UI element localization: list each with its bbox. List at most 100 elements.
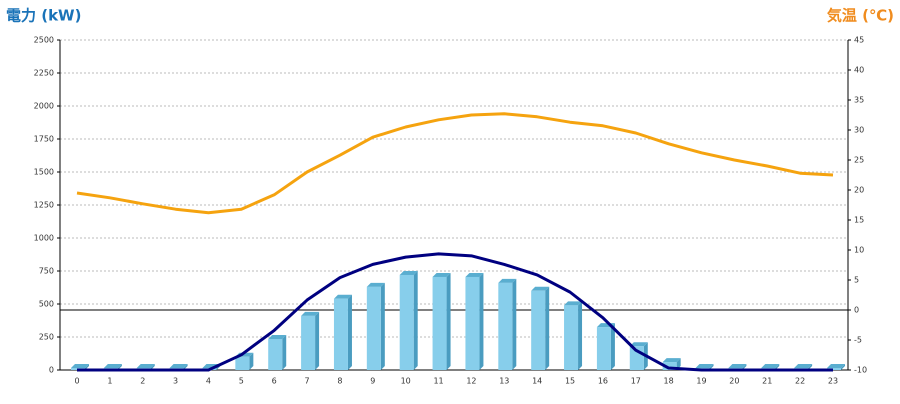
- y2-tick-label: 5: [854, 276, 859, 285]
- x-tick-label: 12: [466, 377, 476, 386]
- bar-top: [136, 364, 155, 369]
- bar-side: [249, 352, 254, 370]
- y2-tick-label: 20: [854, 186, 864, 195]
- bar-side: [841, 364, 845, 370]
- x-tick-label: 22: [795, 377, 805, 386]
- bar: [827, 368, 841, 370]
- y-tick-label: 250: [39, 333, 54, 342]
- x-tick-label: 13: [499, 377, 509, 386]
- x-tick-label: 18: [664, 377, 674, 386]
- bar-top: [268, 334, 287, 339]
- bar-top: [432, 272, 451, 277]
- x-tick-label: 1: [107, 377, 112, 386]
- bar: [235, 356, 250, 370]
- bar-side: [512, 278, 517, 370]
- y-tick-label: 1000: [34, 234, 54, 243]
- y-tick-label: 1500: [34, 168, 54, 177]
- bar-top: [827, 364, 845, 369]
- x-tick-label: 8: [337, 377, 342, 386]
- bar-side: [545, 286, 550, 370]
- bar: [531, 290, 546, 370]
- y2-tick-label: 0: [854, 306, 859, 315]
- bar-top: [169, 364, 188, 369]
- bar-side: [347, 294, 352, 370]
- y-tick-label: 2250: [34, 69, 54, 78]
- x-tick-label: 4: [206, 377, 211, 386]
- x-tick-label: 14: [532, 377, 542, 386]
- bar-top: [399, 270, 418, 275]
- y-tick-label: 750: [39, 267, 54, 276]
- x-tick-label: 7: [305, 377, 310, 386]
- y-tick-label: 2500: [34, 36, 54, 45]
- bar-top: [71, 364, 89, 369]
- y2-tick-label: -10: [854, 366, 867, 375]
- bar-top: [301, 311, 320, 316]
- x-tick-label: 3: [173, 377, 178, 386]
- y2-tick-label: 10: [854, 246, 864, 255]
- bar: [596, 327, 611, 370]
- bar: [498, 282, 513, 370]
- y2-tick-label: -5: [854, 336, 862, 345]
- bar: [564, 305, 579, 370]
- y-tick-label: 2000: [34, 102, 54, 111]
- y-tick-label: 500: [39, 300, 54, 309]
- bar-top: [794, 364, 813, 369]
- line: [76, 112, 834, 215]
- bar-top: [662, 358, 681, 363]
- bar-top: [564, 301, 583, 306]
- bar-side: [413, 270, 418, 370]
- x-tick-label: 20: [729, 377, 739, 386]
- bar: [268, 338, 283, 370]
- bar-side: [282, 334, 287, 370]
- bar: [333, 298, 348, 370]
- line: [77, 252, 833, 372]
- x-tick-label: 5: [239, 377, 244, 386]
- bar-top: [366, 282, 385, 287]
- x-tick-label: 16: [598, 377, 608, 386]
- bar-top: [103, 364, 122, 369]
- x-tick-label: 6: [272, 377, 277, 386]
- y2-tick-label: 15: [854, 216, 864, 225]
- x-tick-label: 21: [762, 377, 772, 386]
- bar-top: [498, 278, 517, 283]
- bar-side: [479, 272, 484, 370]
- bar-side: [380, 282, 385, 370]
- bar-top: [531, 286, 550, 291]
- bar-top: [465, 272, 484, 277]
- x-tick-label: 19: [696, 377, 706, 386]
- x-tick-label: 10: [401, 377, 411, 386]
- y-tick-label: 1250: [34, 201, 54, 210]
- x-tick-label: 0: [74, 377, 79, 386]
- y2-tick-label: 45: [854, 36, 864, 45]
- y2-tick-label: 35: [854, 96, 864, 105]
- bar-top: [333, 294, 352, 299]
- y2-tick-label: 30: [854, 126, 864, 135]
- bar: [399, 274, 414, 370]
- bar: [301, 315, 316, 370]
- y-tick-label: 0: [49, 366, 54, 375]
- y2-axis-title: 気温 (℃): [827, 7, 894, 25]
- bar-top: [761, 364, 780, 369]
- bar: [366, 286, 381, 370]
- bar-top: [629, 342, 648, 347]
- bar-side: [446, 272, 451, 370]
- bar-side: [610, 323, 615, 370]
- bar: [432, 276, 447, 370]
- x-tick-label: 11: [433, 377, 443, 386]
- y2-tick-label: 25: [854, 156, 864, 165]
- y-tick-label: 1750: [34, 135, 54, 144]
- y-axis-title: 電力 (kW): [6, 7, 81, 25]
- bar-top: [728, 364, 747, 369]
- x-tick-label: 23: [828, 377, 838, 386]
- x-tick-label: 17: [631, 377, 641, 386]
- bar-side: [315, 311, 320, 370]
- y2-tick-label: 40: [854, 66, 864, 75]
- x-tick-label: 2: [140, 377, 145, 386]
- bar-side: [676, 358, 681, 370]
- bar: [662, 362, 677, 370]
- x-tick-label: 9: [370, 377, 375, 386]
- bar-side: [578, 301, 583, 370]
- bar-top: [695, 364, 714, 369]
- bar: [465, 276, 480, 370]
